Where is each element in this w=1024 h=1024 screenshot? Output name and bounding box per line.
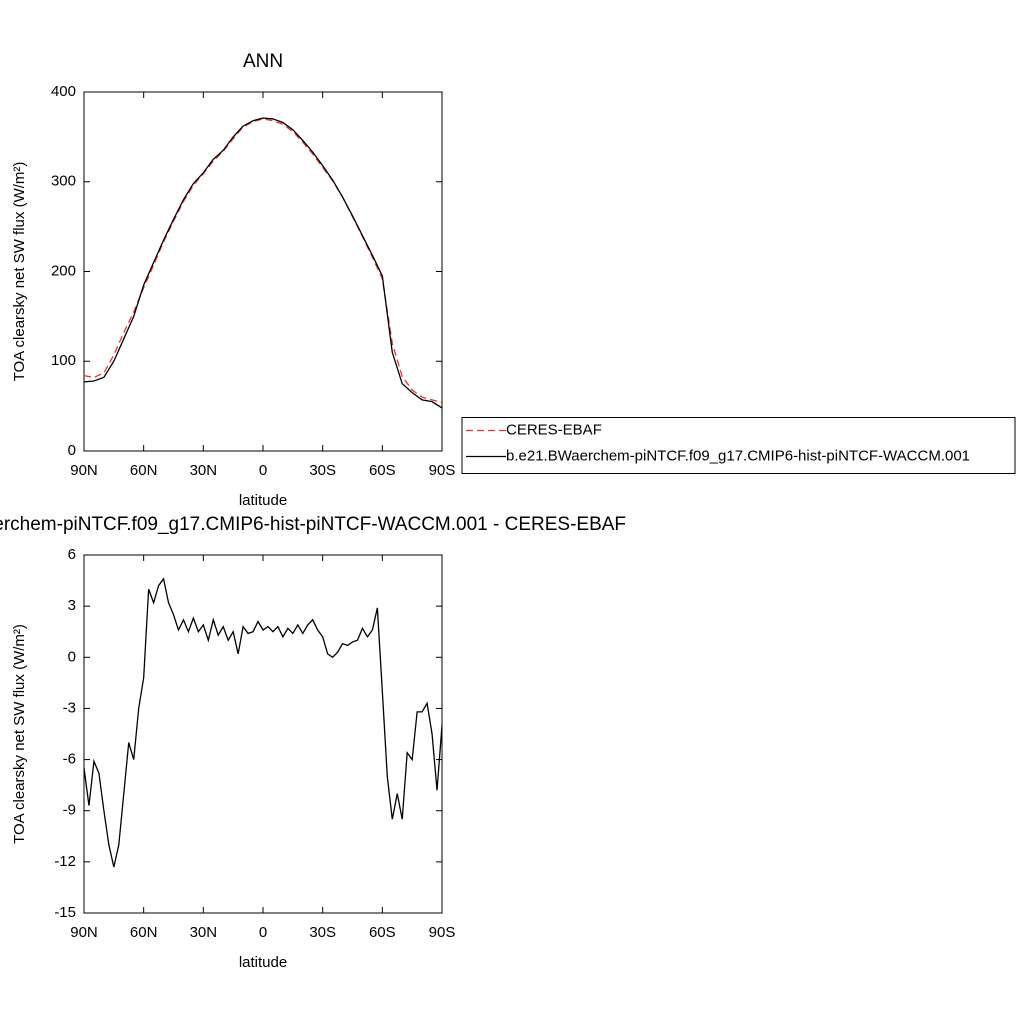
- series-line: [83, 577, 443, 868]
- legend-box: [461, 417, 1016, 474]
- legend-label: b.e21.BWaerchem-piNTCF.f09_g17.CMIP6-his…: [506, 447, 970, 464]
- x-tick-label: 0: [259, 462, 267, 479]
- y-tick-label: 0: [68, 648, 76, 665]
- x-tick-label: 60S: [369, 462, 396, 479]
- y-tick-label: 300: [51, 173, 76, 190]
- x-tick-label: 90N: [70, 924, 98, 941]
- y-tick-label: -9: [63, 802, 76, 819]
- x-tick-label: 60S: [369, 924, 396, 941]
- y-tick-label: 200: [51, 262, 76, 279]
- x-tick-label: 30N: [190, 462, 218, 479]
- y-tick-label: 6: [68, 546, 76, 563]
- x-tick-label: 60N: [130, 462, 158, 479]
- y-tick-label: -15: [54, 904, 76, 921]
- y-tick-label: 400: [51, 83, 76, 100]
- y-tick-label: 3: [68, 597, 76, 614]
- x-tick-label: 30S: [309, 462, 336, 479]
- y-tick-label: -3: [63, 699, 76, 716]
- y-tick-label: 0: [68, 442, 76, 459]
- chart-title: ANN: [243, 51, 283, 72]
- x-tick-label: 90N: [70, 462, 98, 479]
- chart-title: b.e21.BWaerchem-piNTCF.f09_g17.CMIP6-his…: [0, 514, 626, 535]
- x-tick-label: 0: [259, 924, 267, 941]
- y-tick-label: -12: [54, 853, 76, 870]
- x-tick-label: 30N: [190, 924, 218, 941]
- y-tick-label: -6: [63, 751, 76, 768]
- y-axis-label: TOA clearsky net SW flux (W/m²): [11, 162, 28, 382]
- x-tick-label: 60N: [130, 924, 158, 941]
- y-tick-label: 100: [51, 352, 76, 369]
- y-axis-label: TOA clearsky net SW flux (W/m²): [11, 624, 28, 844]
- plot-frame: [83, 91, 443, 452]
- x-tick-label: 30S: [309, 924, 336, 941]
- plot-frame: [83, 554, 443, 914]
- series-line: [83, 118, 443, 404]
- legend-label: CERES-EBAF: [506, 421, 602, 438]
- x-tick-label: 90S: [429, 924, 456, 941]
- x-axis-label: latitude: [239, 492, 287, 509]
- x-axis-label: latitude: [239, 954, 287, 971]
- series-line: [83, 117, 443, 409]
- x-tick-label: 90S: [429, 462, 456, 479]
